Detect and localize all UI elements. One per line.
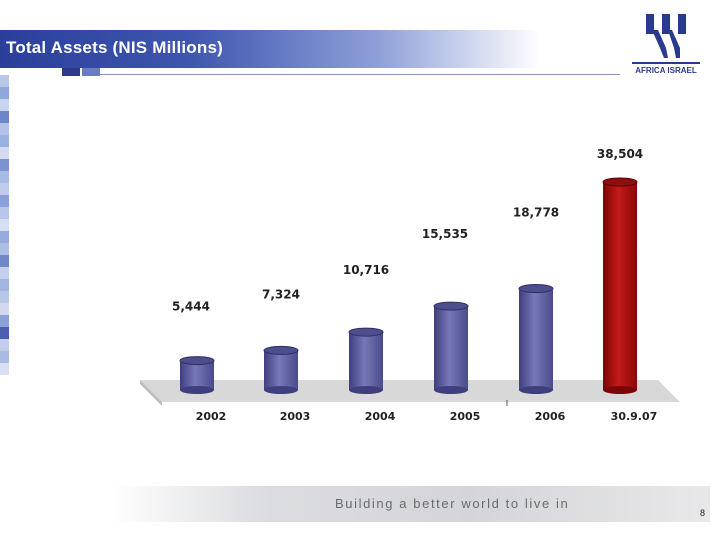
slide-title: Total Assets (NIS Millions): [6, 38, 223, 57]
data-label-2003: 7,324: [262, 287, 300, 301]
bar-2004: [348, 327, 384, 394]
header-decoration: [62, 68, 80, 76]
x-tick-label-2003: 2003: [280, 410, 311, 423]
chart-floor: [140, 380, 680, 402]
bar-2003: [263, 345, 299, 394]
logo-text: AFRICA ISRAEL: [635, 66, 697, 75]
data-label-2002: 5,444: [172, 300, 210, 314]
data-label-2005: 15,535: [422, 227, 468, 241]
page-number: 8: [700, 508, 706, 518]
data-label-2006: 18,778: [513, 206, 559, 220]
header-decoration: [82, 68, 100, 76]
bar-2006: [518, 284, 554, 394]
x-tick-label-2004: 2004: [365, 410, 396, 423]
bar-2002: [179, 356, 215, 394]
x-tick-label-2002: 2002: [196, 410, 227, 423]
x-tick-label-30.9.07: 30.9.07: [611, 410, 658, 423]
data-label-2004: 10,716: [343, 263, 389, 277]
chart-floor-edge: [140, 380, 162, 406]
header-divider: [100, 74, 620, 75]
bar-30.9.07: [602, 177, 638, 394]
africa-israel-logo-icon: [632, 14, 700, 64]
header-band: [0, 30, 540, 68]
left-decorative-strip: [0, 75, 9, 375]
data-label-30.9.07: 38,504: [597, 147, 643, 161]
footer-tagline: Building a better world to live in: [335, 496, 570, 511]
x-tick-label-2005: 2005: [450, 410, 481, 423]
footer-band: [110, 486, 710, 522]
bar-2005: [433, 301, 469, 394]
x-tick-label-2006: 2006: [535, 410, 566, 423]
